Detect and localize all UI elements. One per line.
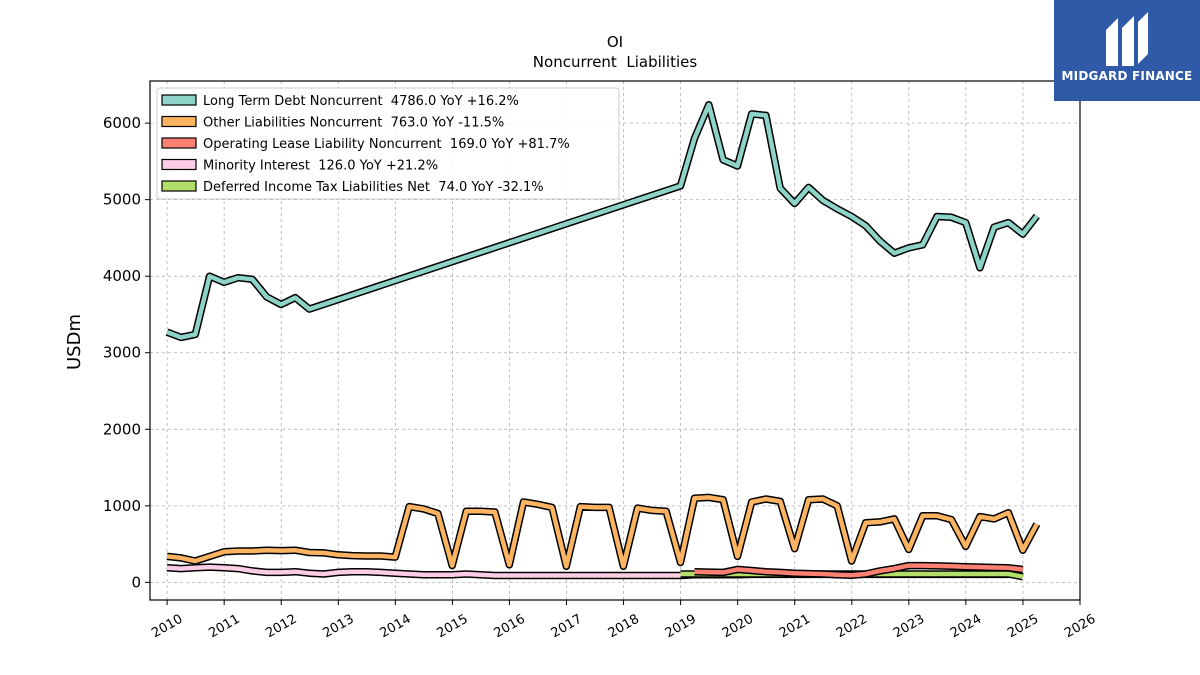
- legend-swatch: [161, 180, 197, 192]
- y-tick-label: 2000: [103, 420, 141, 438]
- y-tick-label: 0: [131, 573, 141, 591]
- y-axis: 0 1000 2000 3000 4000 5000 6000: [103, 114, 150, 591]
- x-axis: 2010 2011 2012 2013 2014 2015 2016 2017 2018 2019…: [149, 600, 1098, 641]
- x-tick-label: 2022: [834, 612, 870, 642]
- y-axis-label: USDm: [64, 314, 85, 370]
- legend: Long Term Debt Noncurrent 4786.0 YoY +16…: [156, 87, 620, 200]
- plot-frame: [149, 80, 1081, 601]
- x-tick-label: 2021: [777, 612, 813, 642]
- series-long-term-debt-noncurrent: [165, 100, 1040, 342]
- chart-subtitle: Noncurrent Liabilities: [533, 53, 698, 71]
- x-tick-label: 2017: [549, 612, 585, 642]
- x-tick-label: 2015: [435, 612, 471, 642]
- legend-entry: Deferred Income Tax Liabilities Net 74.0…: [203, 180, 544, 195]
- logo-text: MIDGARD FINANCE: [1061, 69, 1193, 83]
- legend-entry: Operating Lease Liability Noncurrent 169…: [203, 137, 570, 152]
- series-operating-lease-liability-noncurrent: [694, 561, 1024, 580]
- x-tick-label: 2013: [320, 612, 356, 642]
- x-tick-label: 2024: [948, 612, 984, 642]
- legend-swatch: [161, 115, 197, 128]
- x-tick-label: 2010: [149, 612, 185, 642]
- x-tick-label: 2020: [720, 612, 756, 642]
- legend-entry: Long Term Debt Noncurrent 4786.0 YoY +16…: [203, 94, 519, 109]
- y-tick-label: 5000: [103, 191, 141, 209]
- x-tick-label: 2011: [206, 612, 242, 642]
- legend-box: [156, 87, 620, 200]
- x-tick-label: 2014: [378, 612, 414, 642]
- legend-swatch: [161, 158, 197, 171]
- y-tick-label: 6000: [103, 114, 141, 132]
- x-tick-label: 2018: [606, 612, 642, 642]
- series-line: [166, 495, 1039, 569]
- series-layer: [165, 100, 1041, 581]
- series-other-liabilities-noncurrent: [166, 493, 1041, 571]
- x-tick-label: 2026: [1062, 612, 1098, 642]
- y-tick-label: 1000: [103, 497, 141, 515]
- chart-title: OI: [607, 33, 623, 51]
- legend-swatch: [161, 137, 197, 149]
- x-tick-label: 2025: [1005, 612, 1041, 642]
- x-tick-label: 2023: [891, 612, 927, 642]
- x-tick-label: 2016: [492, 612, 528, 642]
- legend-entry: Other Liabilities Noncurrent 763.0 YoY -…: [203, 116, 504, 131]
- series-line: [694, 563, 1024, 578]
- x-tick-label: 2012: [263, 612, 299, 642]
- y-tick-label: 4000: [103, 267, 141, 285]
- legend-entry: Minority Interest 126.0 YoY +21.2%: [203, 159, 438, 174]
- series-line: [166, 102, 1039, 340]
- y-tick-label: 3000: [103, 344, 141, 362]
- logo-mark-icon: [1106, 12, 1148, 66]
- legend-swatch: [161, 94, 197, 106]
- brand-logo: MIDGARD FINANCE: [1054, 0, 1200, 101]
- x-tick-label: 2019: [663, 612, 699, 642]
